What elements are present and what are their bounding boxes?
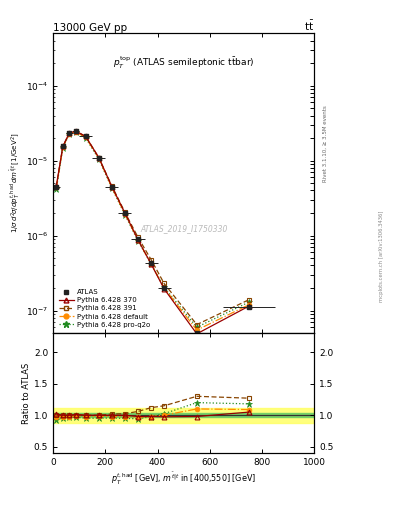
Legend: ATLAS, Pythia 6.428 370, Pythia 6.428 391, Pythia 6.428 default, Pythia 6.428 pr: ATLAS, Pythia 6.428 370, Pythia 6.428 39… xyxy=(57,287,152,330)
Y-axis label: $1/\sigma\,d^2\!\sigma/dp_T^{t,\rm had}\,dm^{\bar{t}|t}\,[1/\rm GeV^2]$: $1/\sigma\,d^2\!\sigma/dp_T^{t,\rm had}\… xyxy=(9,133,23,233)
X-axis label: $p_T^{t,\rm had}$ [GeV], $m^{\bar{t}|t}$ in [400,550] [GeV]: $p_T^{t,\rm had}$ [GeV], $m^{\bar{t}|t}$… xyxy=(111,471,256,487)
Text: Rivet 3.1.10, ≥ 3.5M events: Rivet 3.1.10, ≥ 3.5M events xyxy=(323,105,328,182)
Text: t$\bar{\rm t}$: t$\bar{\rm t}$ xyxy=(304,18,314,32)
Text: mcplots.cern.ch [arXiv:1306.3436]: mcplots.cern.ch [arXiv:1306.3436] xyxy=(379,210,384,302)
Text: ATLAS_2019_I1750330: ATLAS_2019_I1750330 xyxy=(140,224,228,233)
Bar xyxy=(53,408,314,423)
Text: $p_T^{\rm top}$ (ATLAS semileptonic t$\bar{\rm t}$bar): $p_T^{\rm top}$ (ATLAS semileptonic t$\b… xyxy=(113,54,255,71)
Bar xyxy=(53,413,314,417)
Text: 13000 GeV pp: 13000 GeV pp xyxy=(53,23,127,32)
Y-axis label: Ratio to ATLAS: Ratio to ATLAS xyxy=(22,362,31,424)
